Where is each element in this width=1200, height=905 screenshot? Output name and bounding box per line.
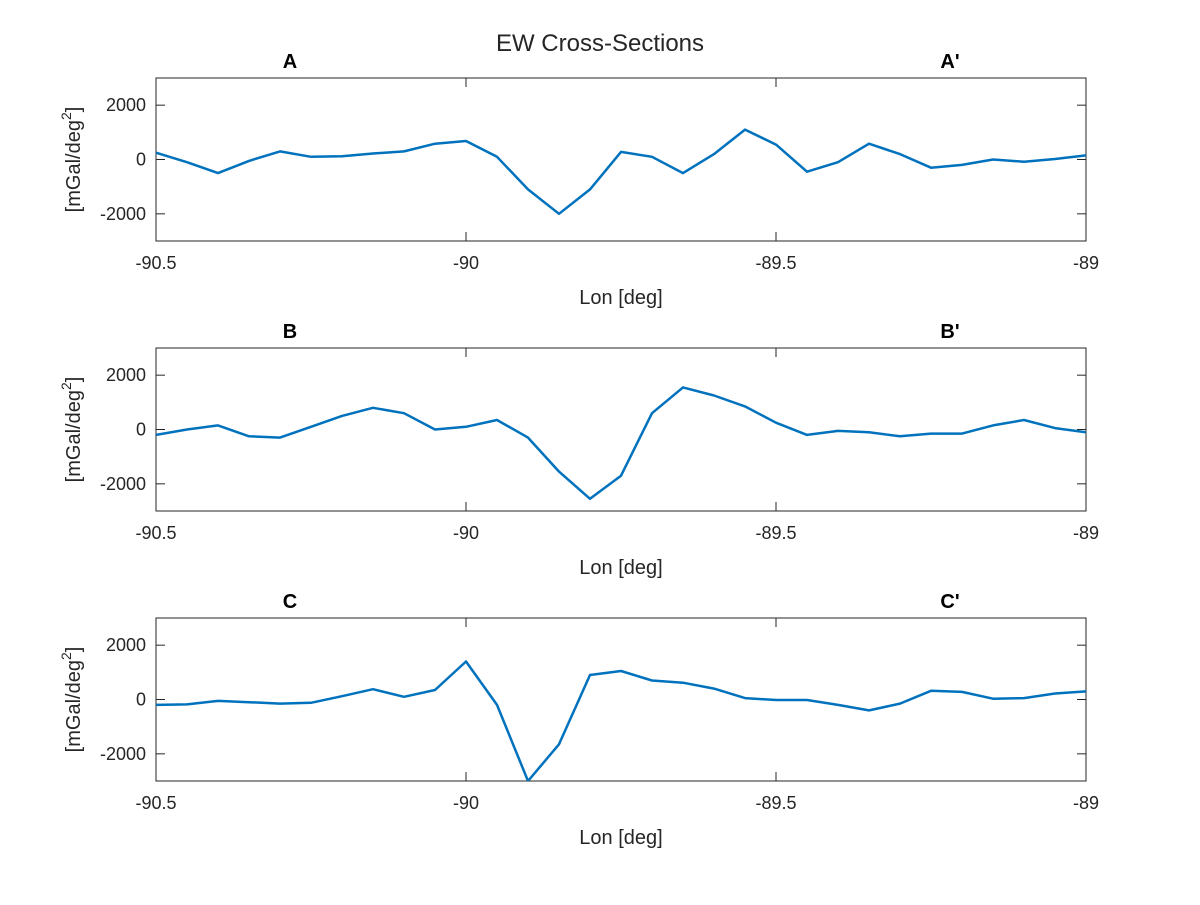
y-tick-label: -2000: [100, 204, 146, 224]
subplot-3: -90.5 -90 -89.5 -89 -2000 0 2000 Lon [deg] [mGal…: [58, 591, 1099, 849]
x-tick-label: -89: [1073, 253, 1099, 273]
y-tick-label: 2000: [106, 95, 146, 115]
x-tick-label: -90: [453, 523, 479, 543]
y-axis-label: [mGal/deg2]: [58, 647, 85, 753]
x-tick-label: -90.5: [135, 793, 176, 813]
axes-box: [155, 617, 1087, 782]
section-start-label: A: [283, 51, 297, 73]
section-end-label: C': [940, 591, 959, 613]
y-axis-label-sup: 2: [58, 652, 74, 660]
y-tick-label: -2000: [100, 474, 146, 494]
section-end-label: A': [940, 51, 959, 73]
section-start-label: C: [283, 591, 297, 613]
y-tick-label: 0: [136, 420, 146, 440]
x-tick-label: -90: [453, 793, 479, 813]
y-tick-label: -2000: [100, 744, 146, 764]
series-line: [156, 128, 1086, 216]
y-axis-label: [mGal/deg2]: [58, 377, 85, 483]
figure-title: EW Cross-Sections: [495, 30, 705, 57]
x-tick-label: -90.5: [135, 253, 176, 273]
y-axis-label-main: [mGal/deg: [63, 120, 85, 212]
x-tick-label: -90.5: [135, 523, 176, 543]
y-axis-label-end: ]: [63, 107, 85, 113]
section-end-label: B': [940, 321, 959, 343]
y-axis-label-main: [mGal/deg: [63, 390, 85, 482]
subplot-1: -90.5 -90 -89.5 -89 -2000 0 2000 Lon [deg] [mGal…: [58, 51, 1099, 309]
x-tick-label: -89.5: [755, 793, 796, 813]
y-tick-label: 0: [136, 690, 146, 710]
x-tick-label: -89.5: [755, 253, 796, 273]
y-axis-label-end: ]: [63, 377, 85, 383]
y-axis-label-sup: 2: [58, 112, 74, 120]
x-axis-label: Lon [deg]: [579, 287, 662, 309]
y-axis-label-sup: 2: [58, 382, 74, 390]
y-tick-label: 2000: [106, 635, 146, 655]
y-tick-label: 0: [136, 150, 146, 170]
y-axis-label-main: [mGal/deg: [63, 660, 85, 752]
x-tick-label: -89: [1073, 523, 1099, 543]
series-line: [156, 386, 1086, 501]
x-axis-label: Lon [deg]: [579, 827, 662, 849]
y-tick-label: 2000: [106, 365, 146, 385]
x-tick-label: -90: [453, 253, 479, 273]
x-axis-label: Lon [deg]: [579, 557, 662, 579]
x-tick-label: -89.5: [755, 523, 796, 543]
y-axis-label: [mGal/deg2]: [58, 107, 85, 213]
section-start-label: B: [283, 321, 297, 343]
axes-box: [155, 347, 1087, 512]
series-line: [156, 660, 1086, 781]
subplot-2: -90.5 -90 -89.5 -89 -2000 0 2000 Lon [deg] [mGal…: [58, 321, 1099, 579]
axes-box: [155, 77, 1087, 242]
x-tick-label: -89: [1073, 793, 1099, 813]
y-axis-label-end: ]: [63, 647, 85, 653]
